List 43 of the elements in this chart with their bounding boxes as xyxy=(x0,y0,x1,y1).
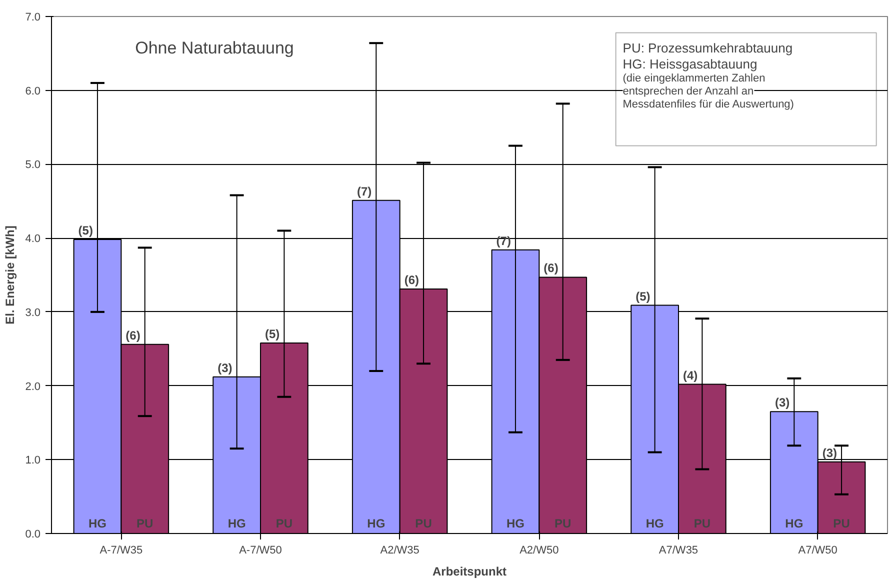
annotation: (6) xyxy=(544,261,558,276)
text: HG xyxy=(367,516,386,530)
text: PU xyxy=(833,516,850,530)
series-label: HG xyxy=(88,516,106,530)
annotation: (3) xyxy=(218,360,232,375)
text: HG xyxy=(785,516,804,530)
text: Ohne Naturabtauung xyxy=(135,38,294,58)
x-tick-label: A7/W35 xyxy=(658,544,698,556)
annotation: (3) xyxy=(774,396,790,410)
x-tick-label: A-7/W50 xyxy=(239,544,282,556)
annotation: (5) xyxy=(265,326,280,341)
y-axis-title: El. Energie [kWh] xyxy=(3,226,18,324)
y-tick-label: 1.0 xyxy=(25,454,41,467)
annotation: (3) xyxy=(822,446,838,460)
text: PU xyxy=(415,516,432,530)
x-axis-title: Arbeitspunkt xyxy=(432,564,507,578)
y-tick-label: 4.0 xyxy=(25,233,41,246)
annotation: (5) xyxy=(78,224,93,238)
text: HG xyxy=(228,516,246,530)
annotation: (6) xyxy=(404,273,420,288)
annotation: PU: Prozessumkehrabtauung xyxy=(622,40,793,56)
annotation: HG: Heissgasabtauung xyxy=(622,56,758,72)
y-tick-label: 2.0 xyxy=(25,380,41,393)
y-tick-label: 0.0 xyxy=(25,528,41,540)
text: HG xyxy=(646,516,664,530)
text: PU xyxy=(554,516,572,530)
y-tick-label: 3.0 xyxy=(25,306,41,319)
series-label: PU xyxy=(136,516,154,530)
y-tick-label: 7.0 xyxy=(25,12,41,24)
x-tick-label: A-7/W35 xyxy=(100,544,143,556)
text: HG xyxy=(506,516,524,530)
text: PU xyxy=(276,516,293,530)
x-tick-label: A2/W50 xyxy=(520,544,559,556)
annotation: (5) xyxy=(636,289,650,304)
x-tick-label: A7/W50 xyxy=(798,544,838,556)
annotation: (7) xyxy=(356,184,372,198)
annotation: (4) xyxy=(683,368,698,382)
y-tick-label: 6.0 xyxy=(25,85,41,98)
annotation: (6) xyxy=(126,328,140,342)
x-tick-label: A2/W35 xyxy=(380,544,420,556)
y-tick-label: 5.0 xyxy=(25,159,41,172)
text: PU xyxy=(694,516,711,530)
annotation: (die eingeklammerten Zahlen entsprechen der Anzahl an Messdatenfiles für die Auswertung) xyxy=(622,72,794,111)
